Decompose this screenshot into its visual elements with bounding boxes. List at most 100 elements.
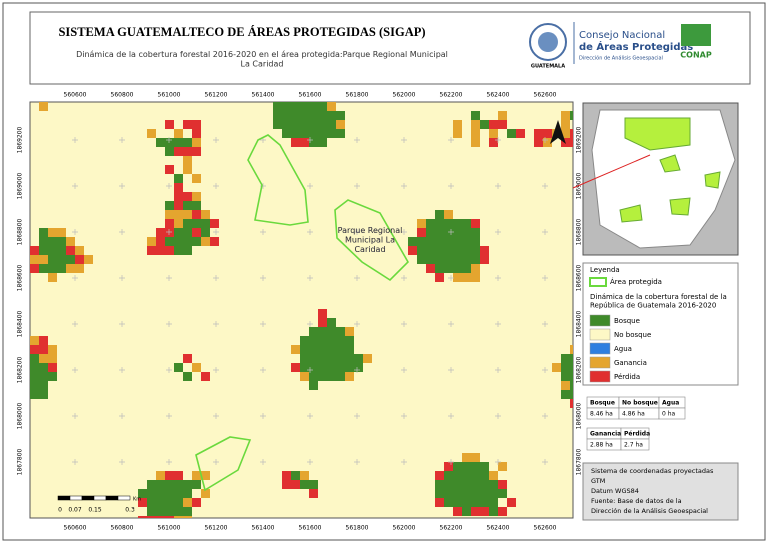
x-coord-bottom: 562000: [393, 525, 416, 532]
raster-cell: [453, 489, 462, 498]
raster-cell: [561, 354, 570, 363]
raster-cell: [174, 201, 183, 210]
raster-cell: [318, 309, 327, 318]
grid-cross: [495, 321, 501, 327]
raster-cell: [138, 489, 147, 498]
raster-cell: [156, 138, 165, 147]
raster-cell: [417, 255, 426, 264]
raster-cell: [570, 129, 573, 138]
grid-cross: [213, 229, 219, 235]
raster-cell: [327, 120, 336, 129]
raster-cell: [462, 489, 471, 498]
raster-cell: [174, 183, 183, 192]
grid-cross: [307, 413, 313, 419]
raster-cell: [327, 102, 336, 111]
scale-segment: [93, 495, 107, 501]
grid-cross: [401, 275, 407, 281]
raster-cell: [174, 246, 183, 255]
raster-cell: [444, 228, 453, 237]
raster-cell: [327, 363, 336, 372]
raster-cell: [39, 246, 48, 255]
logo-country: GUATEMALA: [531, 64, 565, 70]
raster-cell: [327, 111, 336, 120]
raster-cell: [192, 192, 201, 201]
raster-cell: [183, 354, 192, 363]
raster-cell: [174, 516, 183, 518]
protected-area: [195, 436, 252, 492]
grid-cross: [213, 321, 219, 327]
raster-cell: [453, 471, 462, 480]
grid-cross: [448, 229, 454, 235]
raster-cell: [417, 219, 426, 228]
grid-cross: [166, 367, 172, 373]
raster-cell: [174, 210, 183, 219]
raster-cell: [48, 345, 57, 354]
scale-label: 0: [58, 507, 62, 514]
raster-cell: [147, 498, 156, 507]
raster-cell: [183, 156, 192, 165]
raster-cell: [174, 138, 183, 147]
raster-cell: [282, 480, 291, 489]
raster-cell: [489, 498, 498, 507]
raster-cell: [39, 264, 48, 273]
legend-swatch: [589, 342, 611, 355]
raster-cell: [489, 507, 498, 516]
raster-cell: [498, 462, 507, 471]
x-coord-bottom: 560800: [111, 525, 134, 532]
raster-cell: [39, 372, 48, 381]
info-line: Fuente: Base de datos de la: [591, 497, 682, 505]
raster-cell: [30, 354, 39, 363]
raster-cell: [318, 354, 327, 363]
raster-cell: [210, 219, 219, 228]
raster-cell: [471, 129, 480, 138]
x-coord-top: 562400: [487, 92, 510, 99]
raster-cell: [444, 237, 453, 246]
legend-subtitle: Dinámica de la cobertura forestal de la R…: [590, 293, 727, 309]
raster-cell: [309, 345, 318, 354]
grid-cross: [260, 275, 266, 281]
raster-cell: [165, 237, 174, 246]
raster-cell: [435, 246, 444, 255]
grid-cross: [213, 275, 219, 281]
scale-segment: [57, 495, 71, 501]
x-coord-top: 562600: [534, 92, 557, 99]
raster-cell: [192, 201, 201, 210]
raster-cell: [174, 498, 183, 507]
legend-label: Bosque: [614, 317, 640, 325]
header-box: [29, 11, 751, 85]
raster-cell: [570, 138, 573, 147]
x-coord-bottom: 560600: [64, 525, 87, 532]
raster-cell: [444, 219, 453, 228]
table-header: Agua: [662, 400, 679, 407]
grid-cross: [72, 229, 78, 235]
raster-cell: [417, 228, 426, 237]
raster-cell: [48, 228, 57, 237]
raster-cell: [30, 264, 39, 273]
raster-cell: [309, 138, 318, 147]
raster-cell: [327, 318, 336, 327]
raster-cell: [300, 480, 309, 489]
raster-cell: [462, 246, 471, 255]
grid-cross: [307, 459, 313, 465]
raster-cell: [489, 489, 498, 498]
grid-cross: [401, 183, 407, 189]
raster-cell: [435, 210, 444, 219]
grid-cross: [401, 321, 407, 327]
y-coord-left: 1869200: [17, 126, 24, 153]
raster-cell: [192, 498, 201, 507]
raster-cell: [174, 219, 183, 228]
legend-items: Bosque No bosque Agua Ganancia Pérdida: [589, 314, 651, 383]
raster-cell: [453, 120, 462, 129]
raster-cell: [309, 480, 318, 489]
raster-cell: [543, 129, 552, 138]
legend-title: Leyenda: [590, 266, 620, 274]
scale-label: 0.07: [68, 507, 82, 514]
raster-cell: [192, 237, 201, 246]
legend-swatch: [589, 356, 611, 369]
map-background: [29, 101, 574, 519]
main-map: 560600 560600 560800 560800 561000 561000 5612…: [17, 92, 583, 532]
raster-cell: [210, 237, 219, 246]
raster-cell: [300, 111, 309, 120]
org-line-3: Dirección de Análisis Geoespacial: [579, 55, 663, 62]
x-coord-top: 561600: [299, 92, 322, 99]
